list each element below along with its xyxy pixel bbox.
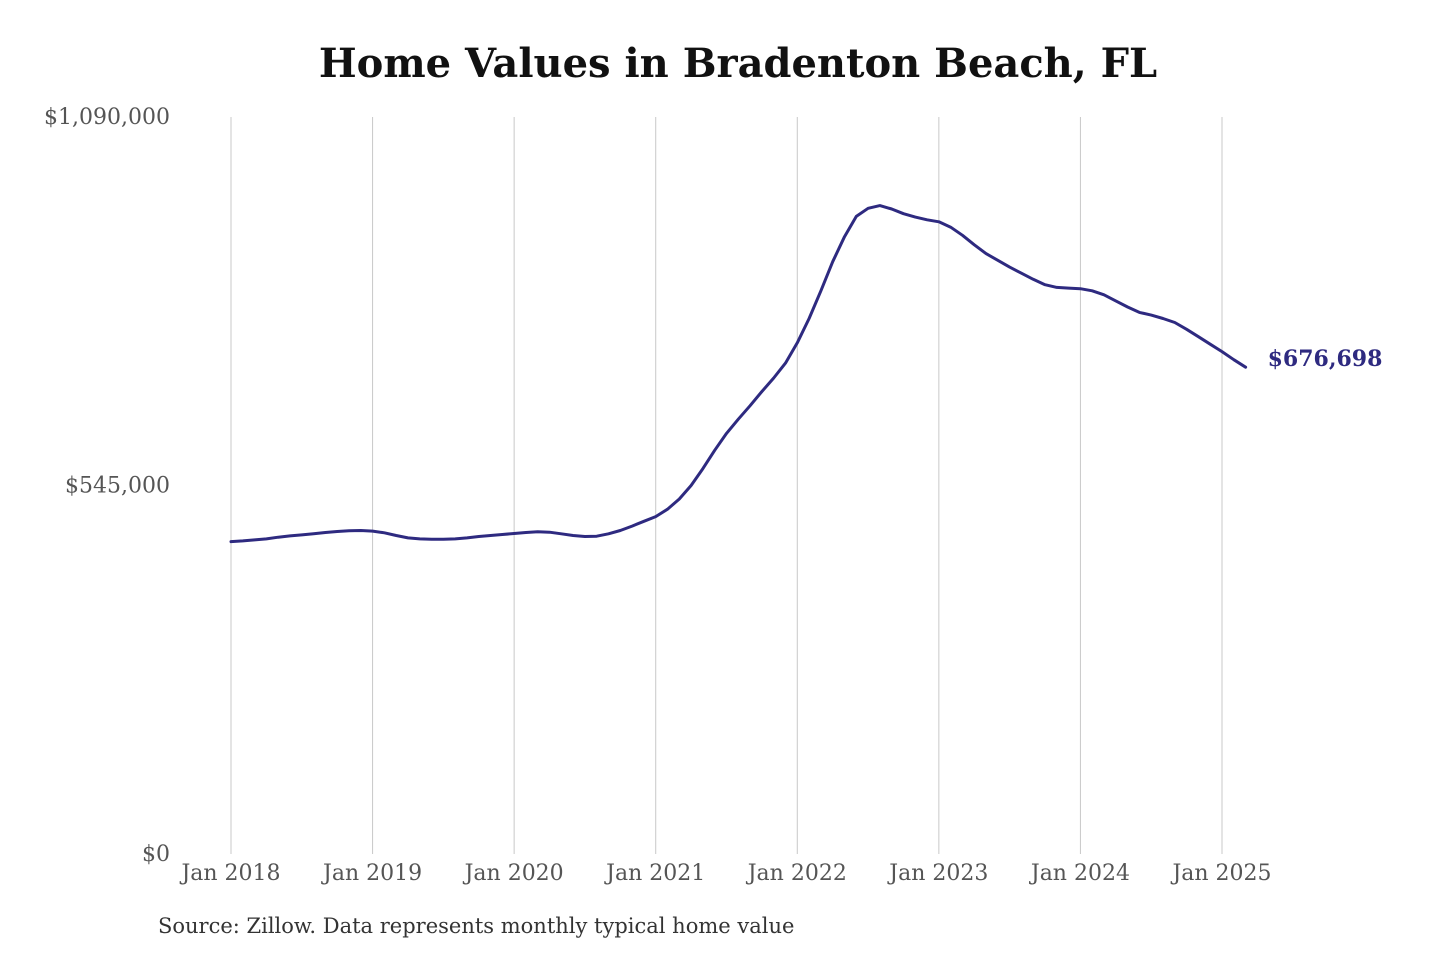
series-line-layer bbox=[229, 204, 1248, 544]
x-tick-label: Jan 2019 bbox=[321, 861, 422, 886]
source-note: Source: Zillow. Data represents monthly … bbox=[158, 914, 795, 938]
x-tick-label: Jan 2021 bbox=[604, 861, 705, 886]
y-tick-label: $545,000 bbox=[65, 474, 170, 499]
end-value-label: $676,698 bbox=[1268, 346, 1383, 372]
x-tick-label: Jan 2018 bbox=[179, 861, 280, 886]
end-value-label-layer: $676,698 bbox=[1268, 346, 1383, 372]
series-line bbox=[229, 204, 1248, 544]
x-axis-tick-labels: Jan 2018 Jan 2019 Jan 2020 Jan 2021 Jan 2022… bbox=[179, 861, 1271, 886]
y-axis-tick-labels: $1,090,000 $545,000 $0 bbox=[44, 105, 170, 867]
y-tick-label: $0 bbox=[142, 842, 170, 867]
x-tick-label: Jan 2020 bbox=[463, 861, 564, 886]
chart-title: Home Values in Bradenton Beach, FL bbox=[318, 40, 1158, 87]
vertical-gridlines bbox=[230, 117, 1223, 854]
x-tick-label: Jan 2025 bbox=[1170, 861, 1271, 886]
x-tick-label: Jan 2023 bbox=[887, 861, 988, 886]
x-tick-label: Jan 2022 bbox=[746, 861, 847, 886]
x-tick-label: Jan 2024 bbox=[1029, 861, 1130, 886]
y-tick-label: $1,090,000 bbox=[44, 105, 170, 130]
